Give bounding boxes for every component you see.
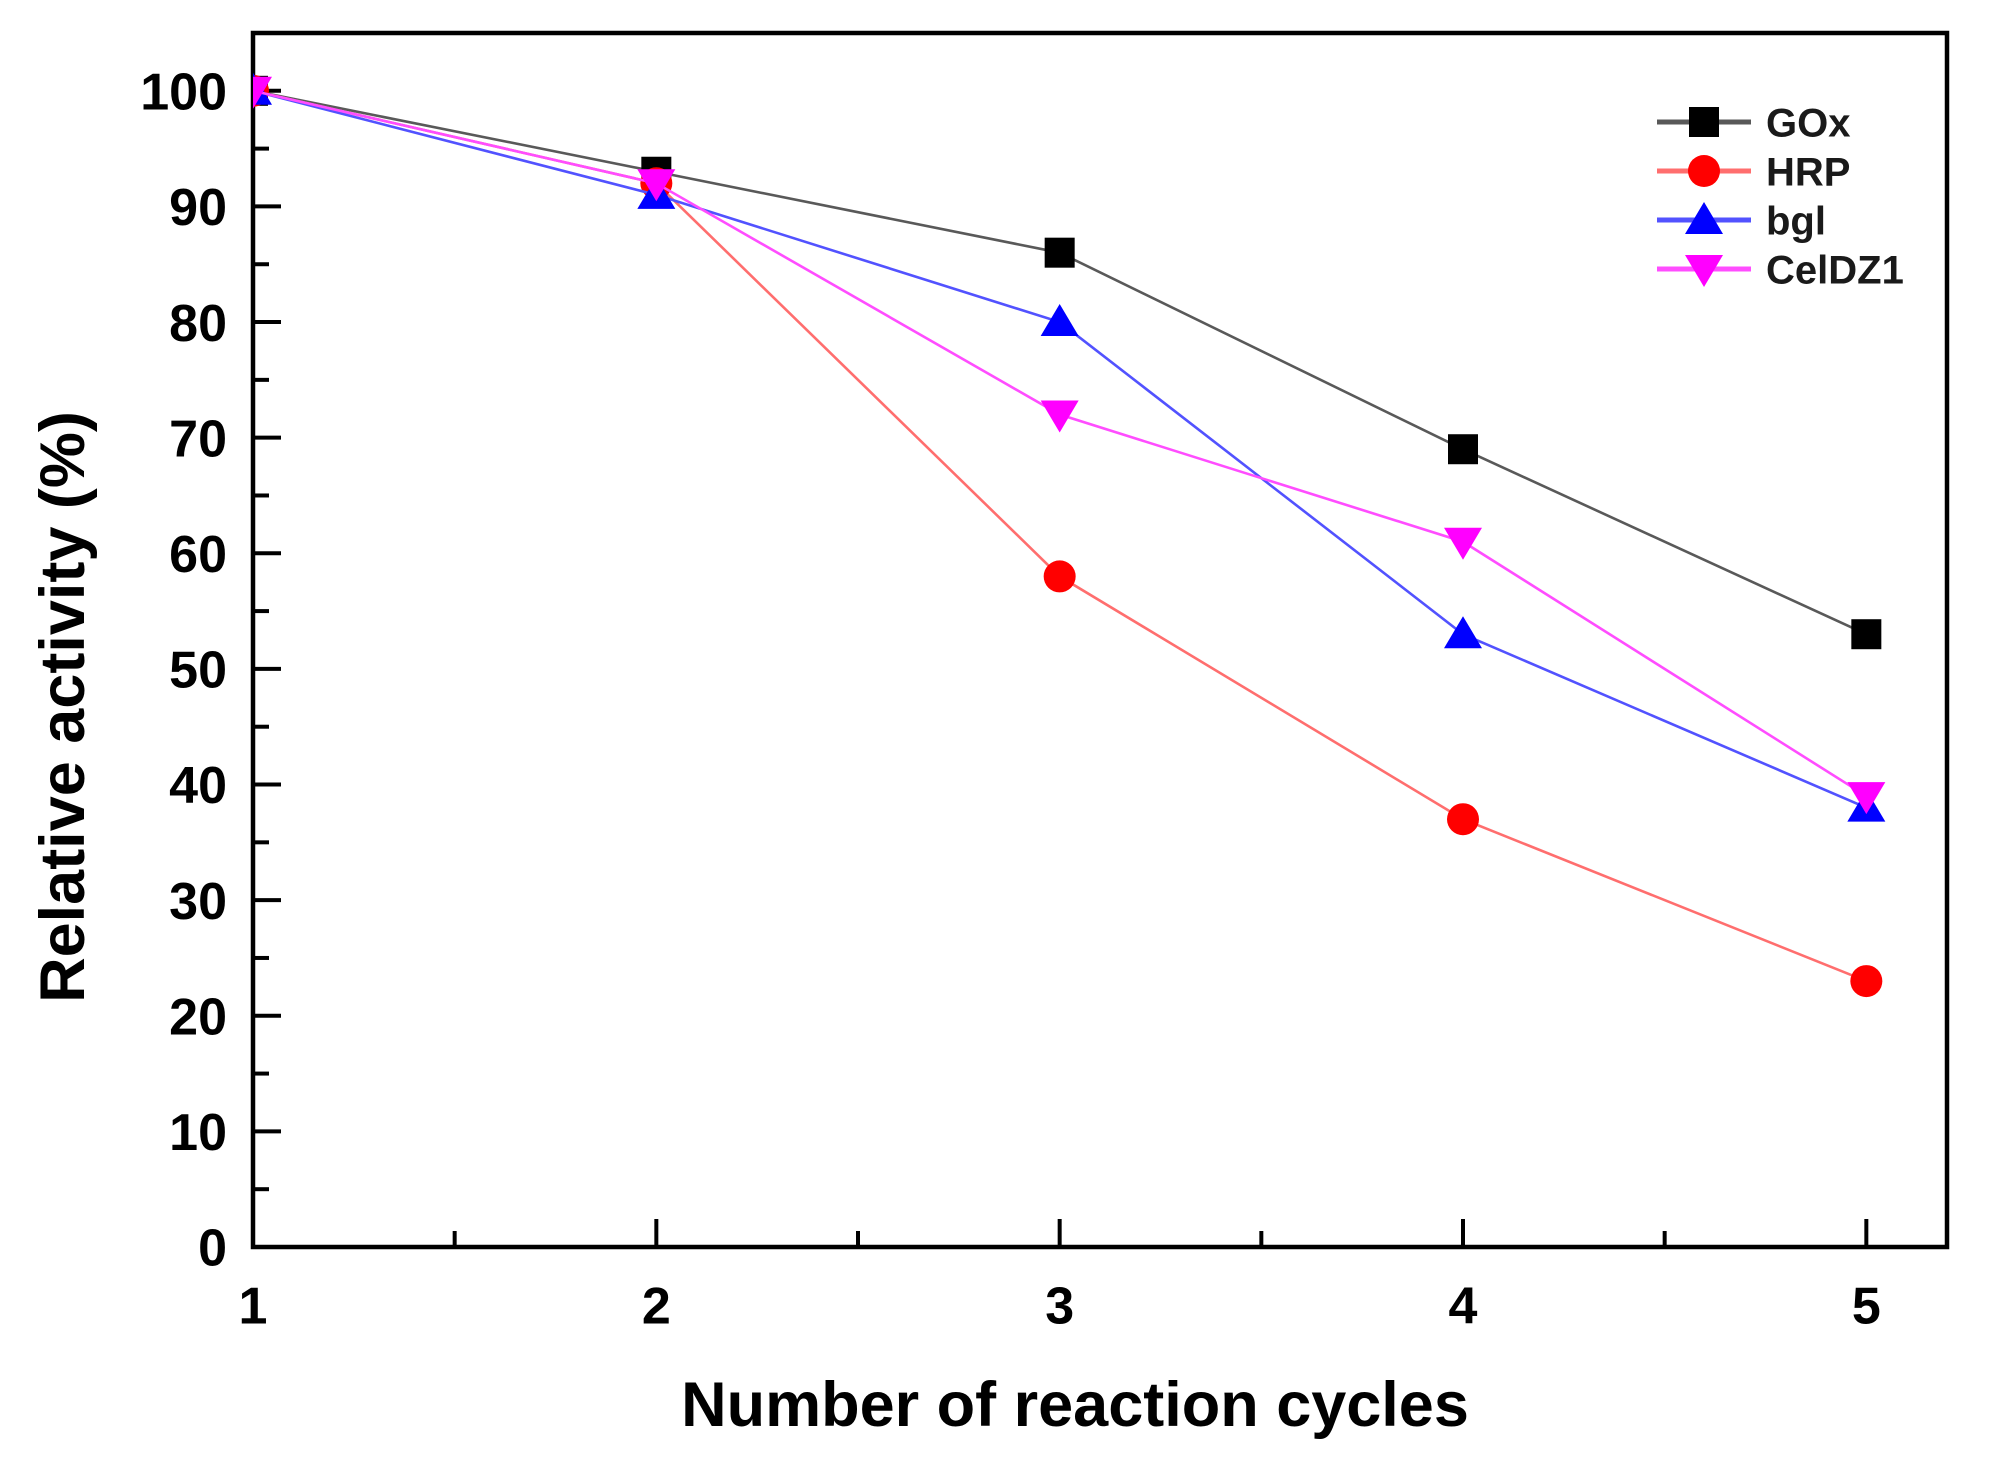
plot-frame [250, 30, 1950, 1250]
series-marker-HRP [1043, 560, 1076, 593]
series-line-HRP [253, 89, 1867, 983]
series-marker-GOx [1044, 237, 1075, 268]
legend: GOx HRP bgl CelDZ1 [1657, 101, 1904, 292]
series-marker-CelDZ1 [253, 76, 272, 109]
series-marker-GOx [1851, 619, 1882, 650]
x-tick-label: 3 [1045, 1278, 1074, 1336]
series-marker-HRP [1850, 965, 1883, 998]
x-tick-label: 4 [1449, 1278, 1478, 1336]
y-tick-label: 40 [169, 757, 227, 815]
y-axis-title: Relative activity (%) [28, 411, 98, 1003]
legend-label-bgl: bgl [1766, 199, 1826, 243]
y-tick-label: 30 [169, 873, 227, 931]
y-tick-label: 20 [169, 988, 227, 1046]
legend-label-HRP: HRP [1766, 150, 1850, 194]
legend-marker-bgl [1685, 202, 1723, 234]
y-tick-label: 90 [169, 179, 227, 237]
series-marker-GOx [1448, 434, 1478, 465]
y-tick-label: 70 [169, 410, 227, 468]
series-marker-HRP [1447, 803, 1479, 836]
legend-marker-HRP [1688, 155, 1720, 187]
series-marker-bgl [1444, 616, 1482, 649]
legend-label-GOx: GOx [1766, 101, 1850, 145]
series-marker-CelDZ1 [637, 169, 676, 202]
y-tick-label: 100 [140, 64, 227, 122]
series-marker-CelDZ1 [1847, 782, 1886, 815]
y-tick-label: 0 [198, 1220, 227, 1278]
series-line-CelDZ1 [253, 89, 1868, 798]
series-group [253, 72, 1886, 998]
x-tick-label: 2 [642, 1278, 671, 1336]
series-line-GOx [253, 89, 1867, 636]
series-line-bgl [253, 89, 1867, 809]
legend-label-CelDZ1: CelDZ1 [1766, 248, 1904, 292]
y-tick-label: 60 [169, 526, 227, 584]
y-tick-label: 80 [169, 295, 227, 353]
legend-marker-GOx [1689, 107, 1719, 137]
y-tick-label: 50 [169, 642, 227, 700]
y-tick-label: 10 [169, 1104, 227, 1162]
series-marker-CelDZ1 [1040, 400, 1079, 433]
series-marker-bgl [1040, 304, 1079, 337]
x-tick-label: 1 [239, 1278, 268, 1336]
x-tick-label: 5 [1852, 1278, 1881, 1336]
legend-marker-CelDZ1 [1685, 255, 1723, 287]
series-marker-CelDZ1 [1444, 527, 1482, 560]
x-axis-title: Number of reaction cycles [681, 1370, 1469, 1440]
